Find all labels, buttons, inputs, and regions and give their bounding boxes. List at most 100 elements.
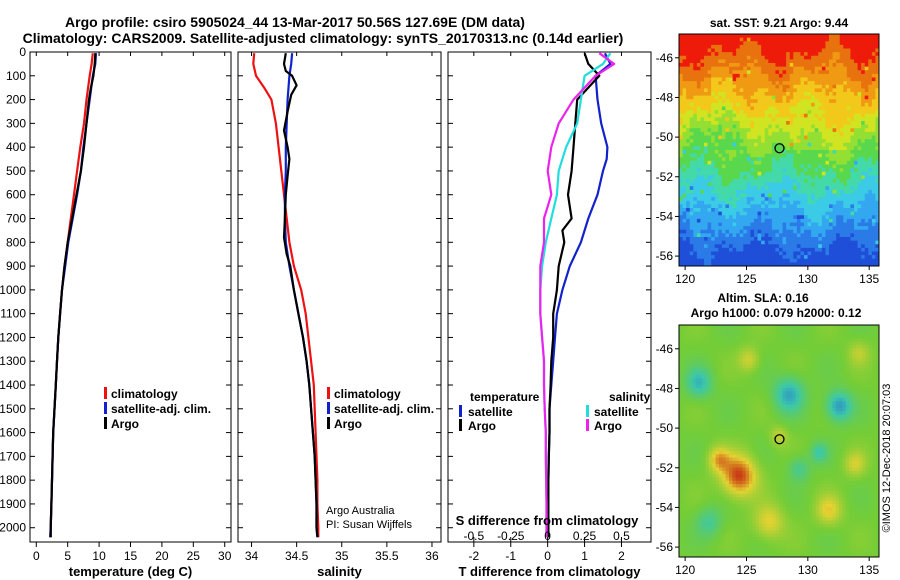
map-cell bbox=[759, 378, 763, 382]
map-cell bbox=[750, 117, 755, 122]
map-cell bbox=[814, 110, 819, 115]
map-cell bbox=[868, 88, 873, 93]
map-cell bbox=[718, 146, 723, 151]
map-cell bbox=[821, 251, 826, 256]
map-cell bbox=[796, 131, 801, 136]
map-cell bbox=[814, 146, 819, 151]
map-cell bbox=[854, 124, 858, 129]
map-cell bbox=[854, 189, 858, 194]
map-cell bbox=[679, 247, 683, 252]
map-cell bbox=[739, 364, 743, 369]
map-cell bbox=[829, 381, 833, 386]
map-cell bbox=[836, 258, 841, 263]
map-cell bbox=[712, 354, 717, 359]
map-cell bbox=[815, 364, 820, 369]
map-cell bbox=[686, 124, 691, 129]
map-cell bbox=[779, 218, 783, 223]
map-cell bbox=[732, 182, 737, 187]
map-cell bbox=[736, 92, 741, 97]
map-cell bbox=[832, 146, 837, 151]
map-cell bbox=[779, 247, 783, 252]
map-cell bbox=[750, 240, 755, 245]
map-cell bbox=[693, 95, 698, 100]
map-cell bbox=[755, 354, 760, 359]
map-cell bbox=[832, 215, 837, 220]
map-cell bbox=[782, 331, 787, 336]
map-cell bbox=[785, 341, 790, 346]
map-cell bbox=[750, 160, 755, 165]
map-cell bbox=[702, 351, 707, 356]
map-cell bbox=[693, 121, 698, 126]
map-cell bbox=[875, 244, 880, 249]
map-cell bbox=[768, 160, 773, 165]
map-cell bbox=[689, 88, 694, 93]
map-cell bbox=[757, 204, 762, 209]
map-cell bbox=[799, 378, 803, 382]
map-cell bbox=[712, 328, 717, 333]
map-cell bbox=[754, 157, 758, 162]
map-cell bbox=[814, 81, 819, 86]
map-cell bbox=[761, 48, 766, 53]
map-cell bbox=[832, 344, 837, 349]
map-cell bbox=[736, 193, 741, 198]
map-cell bbox=[768, 179, 773, 184]
map-cell bbox=[811, 175, 816, 180]
map-cell bbox=[814, 233, 819, 238]
map-cell bbox=[809, 354, 813, 359]
map-cell bbox=[821, 247, 826, 252]
map-cell bbox=[793, 139, 798, 144]
map-cell bbox=[821, 240, 826, 245]
map-cell bbox=[805, 368, 810, 372]
map-cell bbox=[686, 59, 691, 64]
map-cell bbox=[846, 164, 851, 169]
map-cell bbox=[861, 128, 866, 133]
map-cell bbox=[872, 354, 877, 359]
map-cell bbox=[825, 262, 830, 267]
map-cell bbox=[799, 325, 803, 329]
map-cell bbox=[829, 84, 833, 89]
map-cell bbox=[825, 258, 830, 263]
map-cell bbox=[872, 348, 877, 352]
map-cell bbox=[714, 215, 719, 220]
map-cell bbox=[682, 164, 687, 169]
map-cell bbox=[819, 348, 823, 352]
map-cell bbox=[869, 361, 873, 366]
map-cell bbox=[861, 142, 866, 147]
map-cell bbox=[693, 48, 698, 53]
map-cell bbox=[832, 63, 837, 68]
map-cell bbox=[754, 55, 758, 60]
map-cell bbox=[814, 171, 819, 176]
map-cell bbox=[836, 102, 841, 107]
map-cell bbox=[864, 208, 869, 213]
map-cell bbox=[875, 247, 880, 252]
map-cell bbox=[818, 131, 823, 136]
map-cell bbox=[785, 338, 790, 342]
map-cell bbox=[789, 92, 794, 97]
map-cell bbox=[793, 81, 798, 86]
map-cell bbox=[736, 128, 741, 133]
map-cell bbox=[789, 374, 793, 379]
map-cell bbox=[854, 106, 858, 111]
map-cell bbox=[779, 255, 783, 260]
map-cell bbox=[786, 189, 791, 194]
map-cell bbox=[689, 92, 694, 97]
map-cell bbox=[689, 247, 694, 252]
map-cell bbox=[868, 95, 873, 100]
map-cell bbox=[825, 41, 830, 46]
map-cell bbox=[693, 113, 698, 118]
map-cell bbox=[705, 364, 710, 369]
map-cell bbox=[815, 371, 820, 376]
map-cell bbox=[836, 59, 841, 64]
map-cell bbox=[679, 84, 683, 89]
map-cell bbox=[696, 77, 701, 82]
map-cell bbox=[814, 70, 819, 75]
map-cell bbox=[875, 364, 880, 369]
map-cell bbox=[729, 121, 733, 126]
map-cell bbox=[707, 179, 712, 184]
map-cell bbox=[793, 197, 798, 202]
map-cell bbox=[718, 84, 723, 89]
map-cell bbox=[718, 131, 723, 136]
map-cell bbox=[739, 142, 744, 147]
map-cell bbox=[804, 240, 808, 245]
map-cell bbox=[825, 110, 830, 115]
